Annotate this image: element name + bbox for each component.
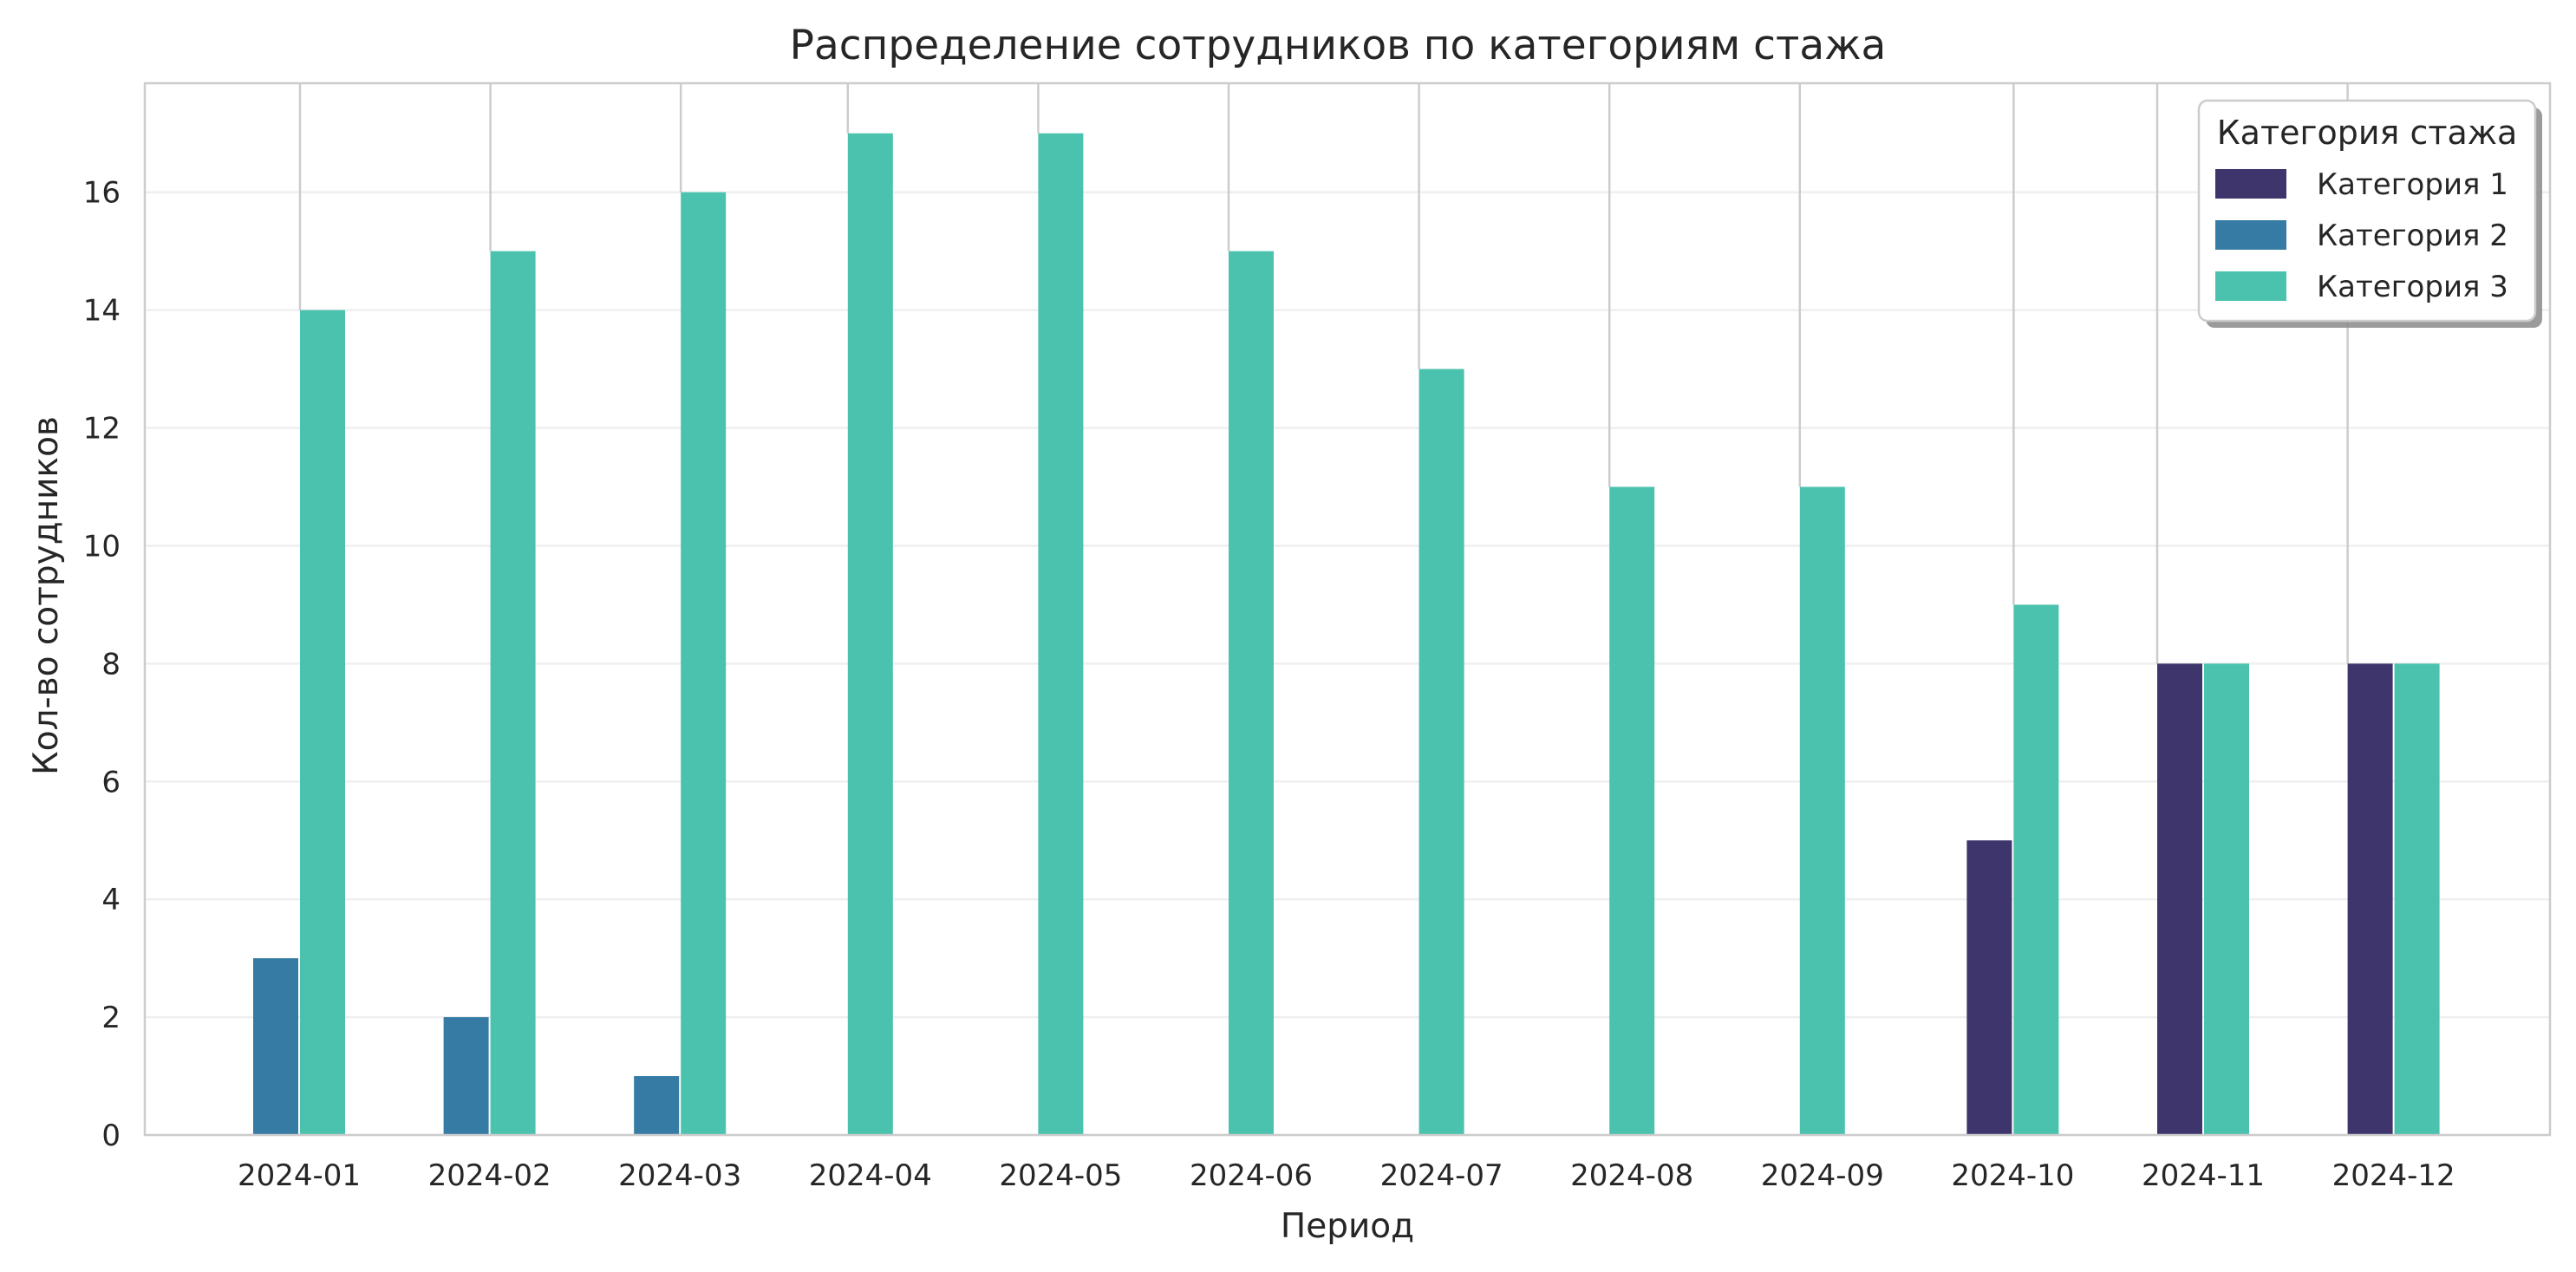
legend-label-3: Категория 3 [2317, 270, 2508, 304]
x-tick-label: 2024-04 [809, 1158, 932, 1193]
y-tick-label: 8 [101, 647, 121, 682]
y-tick-label: 4 [101, 883, 121, 917]
y-tick-label: 6 [101, 765, 121, 799]
y-tick-label: 2 [101, 1001, 121, 1035]
bar-2024-12-series-3 [2394, 663, 2440, 1135]
legend-label-2: Категория 2 [2317, 219, 2508, 253]
x-tick-label: 2024-01 [238, 1158, 361, 1193]
legend-swatch-1 [2215, 169, 2286, 199]
x-tick-label: 2024-11 [2142, 1158, 2265, 1193]
legend-swatch-2 [2215, 220, 2286, 250]
bar-2024-04-series-3 [847, 133, 893, 1135]
bar-2024-08-series-3 [1609, 486, 1655, 1135]
x-tick-label: 2024-10 [1951, 1158, 2074, 1193]
bar-2024-03-series-2 [634, 1076, 680, 1135]
x-tick-label: 2024-12 [2332, 1158, 2455, 1193]
bar-2024-01-series-3 [300, 310, 345, 1135]
gridlines [145, 191, 2550, 1137]
bar-2024-02-series-2 [443, 1017, 489, 1135]
x-tick-label: 2024-07 [1380, 1158, 1503, 1193]
chart-title: Распределение сотрудников по категориям … [790, 22, 1887, 69]
bar-2024-01-series-2 [253, 958, 298, 1135]
y-tick-label: 12 [83, 412, 121, 447]
y-tick-label: 14 [83, 294, 121, 329]
legend-title: Категория стажа [2217, 114, 2518, 152]
category-lines [298, 83, 2349, 664]
legend-swatch-3 [2215, 271, 2286, 301]
x-tick-label: 2024-08 [1570, 1158, 1693, 1193]
y-tick-labels: 0 2 4 6 8 10 12 14 16 [83, 176, 121, 1153]
legend-box [2197, 99, 2537, 323]
y-tick-label: 10 [83, 529, 121, 564]
bar-2024-05-series-3 [1038, 133, 1084, 1135]
bars [253, 133, 2440, 1136]
bar-2024-10-series-3 [2013, 604, 2059, 1135]
x-tick-label: 2024-06 [1190, 1158, 1313, 1193]
bar-2024-11-series-3 [2204, 663, 2249, 1135]
bar-2024-11-series-1 [2157, 663, 2202, 1135]
x-axis-label: Период [1281, 1207, 1414, 1246]
x-tick-label: 2024-02 [428, 1158, 551, 1193]
bar-2024-07-series-3 [1418, 369, 1464, 1135]
bar-2024-02-series-3 [490, 251, 536, 1136]
plot-frame [143, 82, 2552, 1137]
bar-2024-10-series-1 [1966, 840, 2012, 1135]
bar-2024-12-series-1 [2347, 663, 2393, 1135]
bar-2024-09-series-3 [1799, 486, 1845, 1135]
y-axis-label: Кол-во сотрудников [27, 416, 66, 775]
y-tick-label: 16 [83, 176, 121, 211]
x-tick-label: 2024-03 [618, 1158, 741, 1193]
x-tick-label: 2024-05 [999, 1158, 1122, 1193]
x-tick-labels: 2024-01 2024-02 2024-03 2024-04 2024-05 2024-… [238, 1158, 2455, 1193]
y-tick-label: 0 [101, 1119, 121, 1153]
bar-2024-03-series-3 [681, 192, 727, 1136]
legend-items: Категория 1 Категория 2 Категория 3 [2215, 167, 2508, 304]
legend-label-1: Категория 1 [2317, 167, 2508, 202]
x-tick-label: 2024-09 [1761, 1158, 1884, 1193]
bar-2024-06-series-3 [1229, 251, 1274, 1136]
